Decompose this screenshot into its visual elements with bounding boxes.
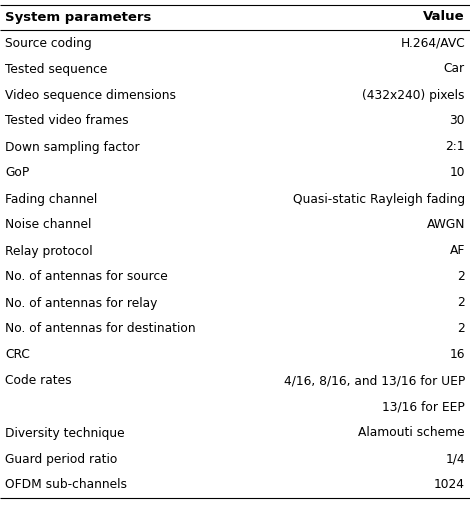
Text: 4/16, 8/16, and 13/16 for UEP: 4/16, 8/16, and 13/16 for UEP xyxy=(284,374,465,388)
Text: Diversity technique: Diversity technique xyxy=(5,427,125,439)
Text: 16: 16 xyxy=(449,348,465,362)
Text: (432x240) pixels: (432x240) pixels xyxy=(362,89,465,101)
Text: H.264/AVC: H.264/AVC xyxy=(400,36,465,50)
Text: 2:1: 2:1 xyxy=(446,140,465,154)
Text: 2: 2 xyxy=(457,323,465,335)
Text: AWGN: AWGN xyxy=(426,219,465,231)
Text: Guard period ratio: Guard period ratio xyxy=(5,452,118,466)
Text: No. of antennas for destination: No. of antennas for destination xyxy=(5,323,196,335)
Text: CRC: CRC xyxy=(5,348,30,362)
Text: Noise channel: Noise channel xyxy=(5,219,91,231)
Text: 1/4: 1/4 xyxy=(446,452,465,466)
Text: No. of antennas for source: No. of antennas for source xyxy=(5,270,168,284)
Text: Car: Car xyxy=(444,62,465,76)
Text: 2: 2 xyxy=(457,270,465,284)
Text: Source coding: Source coding xyxy=(5,36,92,50)
Text: 13/16 for EEP: 13/16 for EEP xyxy=(382,401,465,413)
Text: System parameters: System parameters xyxy=(5,11,151,24)
Text: Video sequence dimensions: Video sequence dimensions xyxy=(5,89,176,101)
Text: Value: Value xyxy=(423,11,465,24)
Text: 2: 2 xyxy=(457,297,465,309)
Text: Code rates: Code rates xyxy=(5,374,71,388)
Text: OFDM sub-channels: OFDM sub-channels xyxy=(5,478,127,492)
Text: Quasi-static Rayleigh fading: Quasi-static Rayleigh fading xyxy=(293,193,465,205)
Text: 10: 10 xyxy=(449,166,465,180)
Text: Tested sequence: Tested sequence xyxy=(5,62,107,76)
Text: No. of antennas for relay: No. of antennas for relay xyxy=(5,297,157,309)
Text: Fading channel: Fading channel xyxy=(5,193,97,205)
Text: GoP: GoP xyxy=(5,166,29,180)
Text: 30: 30 xyxy=(449,115,465,127)
Text: 1024: 1024 xyxy=(434,478,465,492)
Text: Relay protocol: Relay protocol xyxy=(5,244,93,258)
Text: Tested video frames: Tested video frames xyxy=(5,115,129,127)
Text: Down sampling factor: Down sampling factor xyxy=(5,140,140,154)
Text: Alamouti scheme: Alamouti scheme xyxy=(359,427,465,439)
Text: AF: AF xyxy=(450,244,465,258)
